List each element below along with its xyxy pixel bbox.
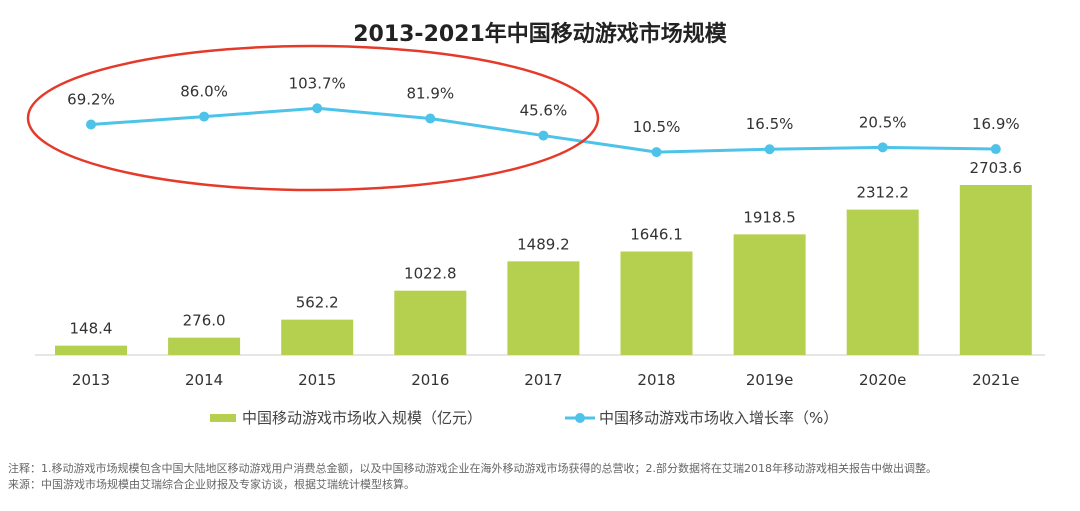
growth-data-label: 69.2% — [67, 90, 115, 108]
x-tick-label: 2018 — [637, 371, 675, 389]
bar — [168, 337, 241, 355]
legend-swatch-line — [565, 412, 595, 423]
growth-data-label: 45.6% — [520, 102, 568, 120]
bar — [281, 319, 354, 355]
growth-point — [877, 142, 888, 153]
bar-data-label: 276.0 — [183, 312, 226, 330]
bar-data-label: 1918.5 — [743, 208, 796, 226]
legend-label-bar: 中国移动游戏市场收入规模（亿元） — [242, 409, 483, 427]
x-tick-label: 2013 — [72, 371, 110, 389]
growth-data-label: 10.5% — [633, 118, 681, 136]
growth-point — [990, 144, 1001, 155]
growth-data-label: 20.5% — [859, 113, 907, 131]
bar-data-label: 2312.2 — [856, 184, 909, 202]
x-tick-label: 2020e — [859, 371, 906, 389]
growth-point — [199, 111, 210, 122]
bar-data-label: 562.2 — [296, 294, 339, 312]
x-tick-label: 2014 — [185, 371, 223, 389]
bar-data-label: 1489.2 — [517, 235, 570, 253]
bar — [959, 185, 1032, 355]
growth-point — [651, 147, 662, 158]
growth-data-label: 86.0% — [180, 83, 228, 101]
growth-data-label: 16.5% — [746, 115, 794, 133]
bar-data-label: 1646.1 — [630, 225, 683, 243]
growth-point — [764, 144, 775, 155]
x-tick-label: 2017 — [524, 371, 562, 389]
legend-swatch-bar — [210, 413, 236, 422]
growth-point — [86, 119, 96, 130]
growth-data-label: 81.9% — [406, 85, 454, 103]
x-tick-label: 2015 — [298, 371, 336, 389]
chart-title: 2013-2021年中国移动游戏市场规模 — [353, 22, 727, 47]
bar — [846, 209, 919, 355]
legend-item-bar: 中国移动游戏市场收入规模（亿元） — [210, 407, 482, 428]
source-text: 来源：中国游戏市场规模由艾瑞综合企业财报及专家访谈，根据艾瑞统计模型核算。 — [8, 478, 415, 491]
growth-point — [312, 103, 323, 114]
growth-data-label: 16.9% — [972, 115, 1020, 133]
footnotes: 注释：1.移动游戏市场规模包含中国大陆地区移动游戏用户消费总金额，以及中国移动游… — [8, 461, 1073, 493]
legend-item-line: 中国移动游戏市场收入增长率（%） — [565, 407, 838, 428]
chart: 148.4 2013 276.0 2014 562.2 2015 1022.8 2016 148… — [26, 44, 1045, 389]
x-tick-label: 2019e — [746, 371, 793, 389]
bar — [733, 234, 806, 355]
bar-data-label: 148.4 — [70, 320, 113, 338]
highlight-ellipse — [26, 44, 600, 192]
bar — [507, 261, 580, 355]
note-text: 注释：1.移动游戏市场规模包含中国大陆地区移动游戏用户消费总金额，以及中国移动游… — [8, 462, 937, 475]
growth-point — [425, 113, 436, 124]
legend-label-line: 中国移动游戏市场收入增长率（%） — [599, 409, 839, 427]
bar — [394, 290, 467, 355]
x-tick-label: 2021e — [972, 371, 1019, 389]
bar-data-label: 1022.8 — [404, 265, 457, 283]
bar — [620, 251, 693, 355]
x-tick-label: 2016 — [411, 371, 449, 389]
growth-point — [538, 130, 549, 141]
bar-data-label: 2703.6 — [970, 159, 1023, 177]
bar — [55, 345, 127, 355]
growth-data-label: 103.7% — [289, 74, 346, 92]
